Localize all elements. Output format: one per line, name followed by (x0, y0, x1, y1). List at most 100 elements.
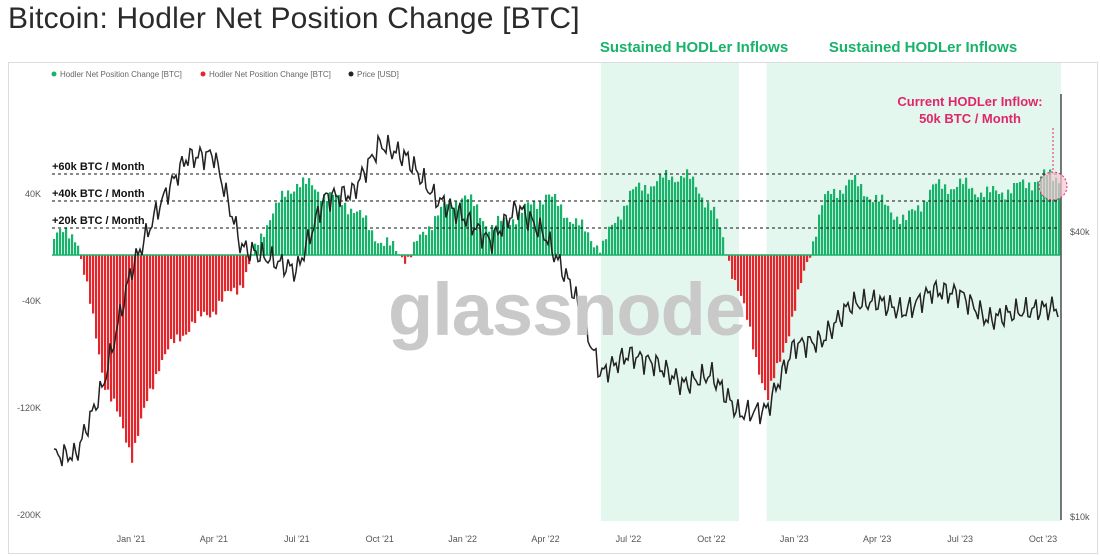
bar (401, 255, 404, 258)
bar (392, 241, 395, 255)
bar (431, 230, 434, 255)
bar (935, 183, 938, 255)
bar (866, 196, 869, 255)
bar (806, 255, 809, 262)
bar (215, 255, 218, 315)
bar (311, 185, 314, 255)
bar (449, 198, 452, 255)
bar (914, 210, 917, 255)
bar (1016, 183, 1019, 255)
bar (275, 202, 278, 255)
bar (794, 255, 797, 311)
bar (89, 255, 92, 304)
price-line (53, 133, 1059, 467)
bar (857, 186, 860, 255)
bar (458, 205, 461, 255)
bar (467, 199, 470, 255)
bar (176, 255, 179, 335)
bar (332, 194, 335, 255)
bar (731, 255, 734, 279)
x-tick: Jul '21 (284, 534, 310, 544)
bar (407, 255, 410, 257)
bar (125, 255, 128, 443)
x-tick: Oct '21 (366, 534, 394, 544)
bar (569, 222, 572, 255)
bar (764, 255, 767, 391)
current-inflow-value: 50k BTC / Month (919, 111, 1021, 126)
bar (932, 184, 935, 255)
bar (1025, 188, 1028, 255)
bar (743, 255, 746, 304)
y-right-tick: $10k (1070, 512, 1090, 522)
bar (107, 255, 110, 390)
y-axis-right: $40k $10k (1070, 227, 1090, 522)
bar (197, 255, 200, 312)
bar (653, 186, 656, 255)
bar (917, 205, 920, 255)
bar (989, 192, 992, 255)
bar (245, 255, 248, 273)
bar (92, 255, 95, 314)
bar (155, 255, 158, 375)
bar (785, 255, 788, 343)
bar (779, 255, 782, 362)
bar (1052, 180, 1055, 255)
bar (908, 210, 911, 255)
bar (149, 255, 152, 389)
bar (86, 255, 89, 282)
bar (374, 241, 377, 255)
bar (101, 255, 104, 373)
bar (338, 194, 341, 255)
bar (992, 186, 995, 255)
bar (413, 241, 416, 255)
reference-label-2: +40k BTC / Month (52, 188, 145, 200)
bar (422, 231, 425, 255)
bar (818, 214, 821, 255)
bar (239, 255, 242, 286)
bar (752, 255, 755, 350)
legend-swatch-green (51, 71, 57, 77)
bar (479, 218, 482, 255)
bar (938, 179, 941, 255)
bar (944, 184, 947, 255)
bar (65, 227, 68, 255)
bar (920, 211, 923, 255)
bar (572, 223, 575, 255)
bar (722, 237, 725, 255)
bar (827, 190, 830, 255)
bar (566, 217, 569, 255)
highlight-bands (600, 63, 1061, 521)
bar (635, 186, 638, 255)
bar (575, 218, 578, 255)
bar (830, 194, 833, 255)
bar (494, 227, 497, 255)
bar (152, 255, 155, 390)
bar (302, 177, 305, 255)
bar (428, 226, 431, 255)
legend-swatch-red (200, 71, 206, 77)
bar (761, 255, 764, 384)
bar (833, 188, 836, 255)
bar (845, 185, 848, 255)
bar (965, 177, 968, 255)
bar (650, 186, 653, 255)
bar (131, 255, 134, 463)
bar (1001, 192, 1004, 255)
bar (434, 216, 437, 255)
bar (800, 255, 803, 283)
bar (161, 255, 164, 360)
bar (203, 255, 206, 312)
bar (368, 230, 371, 255)
bar (452, 207, 455, 255)
bar (614, 223, 617, 255)
x-tick: Oct '23 (1029, 534, 1057, 544)
bar (728, 255, 731, 261)
bar (1058, 183, 1061, 255)
bar (437, 215, 440, 255)
bar (353, 213, 356, 255)
bar (446, 204, 449, 255)
bar (740, 255, 743, 296)
bar (980, 192, 983, 255)
bar (632, 189, 635, 255)
bar (266, 225, 269, 255)
